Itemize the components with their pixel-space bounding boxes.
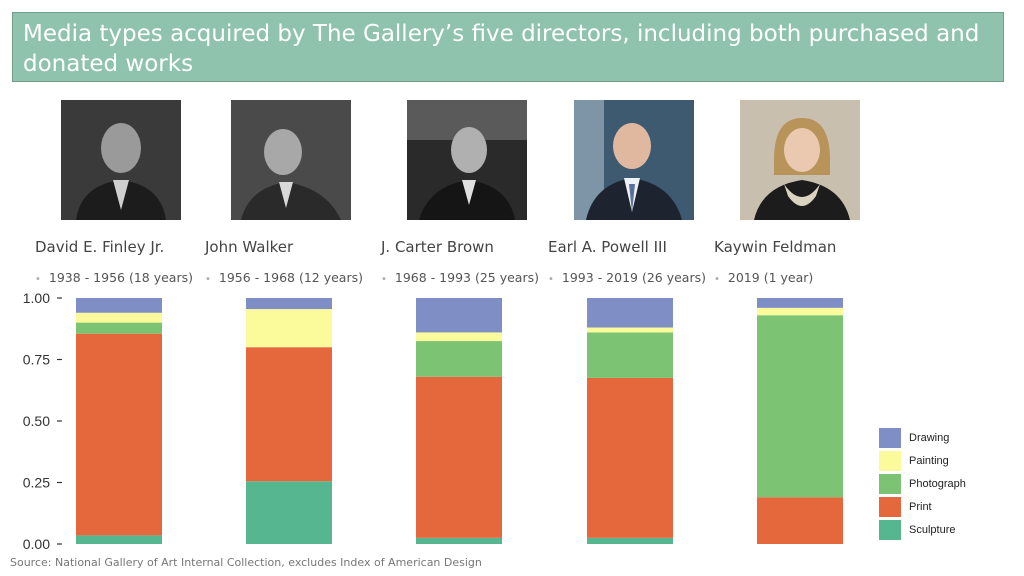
director-feldman: Kaywin Feldman • 2019 (1 year) — [714, 100, 884, 285]
director-photo — [740, 100, 860, 220]
legend-swatch — [879, 496, 901, 517]
legend-item-print: Print — [879, 495, 966, 518]
y-tick-label: 1.00 — [23, 290, 50, 306]
bar-segment-sculpture — [587, 537, 673, 544]
legend: Drawing Painting Photograph Print Sculpt… — [879, 426, 966, 541]
stacked-bar-chart: 0.00 0.25 0.50 0.75 1.00 — [23, 290, 843, 552]
legend-item-sculpture: Sculpture — [879, 518, 966, 541]
bar-segment-sculpture — [76, 535, 162, 544]
director-name: John Walker — [205, 238, 294, 256]
director-photo — [61, 100, 181, 220]
bar-segment-sculpture — [246, 481, 332, 544]
legend-swatch — [879, 450, 901, 471]
bar-segment-sculpture — [416, 537, 502, 544]
bar-segment-drawing — [76, 298, 162, 313]
legend-item-painting: Painting — [879, 449, 966, 472]
director-name: David E. Finley Jr. — [35, 238, 165, 256]
legend-swatch — [879, 427, 901, 448]
bar-segment-drawing — [587, 298, 673, 328]
director-name: J. Carter Brown — [381, 238, 494, 256]
director-years: • 1938 - 1956 (18 years) — [35, 270, 193, 285]
legend-label: Print — [909, 500, 932, 513]
director-photo — [574, 100, 694, 220]
y-tick-label: 0.00 — [23, 536, 50, 552]
legend-swatch — [879, 519, 901, 540]
bar-segment-print — [416, 376, 502, 538]
director-years: • 1993 - 2019 (26 years) — [548, 270, 706, 285]
y-tick-label: 0.25 — [23, 475, 50, 491]
y-tick-label: 0.50 — [23, 413, 50, 429]
bar-segment-drawing — [416, 298, 502, 333]
bar-segment-print — [76, 333, 162, 536]
legend-label: Drawing — [909, 431, 950, 444]
director-powell: Earl A. Powell III • 1993 - 2019 (26 year… — [548, 100, 718, 285]
director-name: Kaywin Feldman — [714, 238, 837, 256]
legend-label: Photograph — [909, 477, 966, 490]
director-photo — [231, 100, 351, 220]
bar-segment-painting — [76, 312, 162, 323]
director-brown: J. Carter Brown • 1968 - 1993 (25 years) — [381, 100, 551, 285]
chart-title: Media types acquired by The Gallery’s fi… — [12, 12, 1004, 82]
bar-segment-drawing — [246, 298, 332, 310]
director-years: • 2019 (1 year) — [714, 270, 814, 285]
legend-swatch — [879, 473, 901, 494]
bar-segment-print — [246, 347, 332, 482]
director-finley: David E. Finley Jr. • 1938 - 1956 (18 yea… — [35, 100, 205, 285]
bar-segment-print — [757, 497, 843, 544]
director-years: • 1968 - 1993 (25 years) — [381, 270, 539, 285]
legend-label: Sculpture — [909, 523, 956, 536]
bar-segment-drawing — [757, 298, 843, 308]
legend-item-drawing: Drawing — [879, 426, 966, 449]
legend-label: Painting — [909, 454, 949, 467]
bar-segment-photograph — [757, 315, 843, 498]
bar-segment-photograph — [416, 341, 502, 377]
bar-segment-painting — [757, 307, 843, 316]
bar-segment-photograph — [587, 332, 673, 378]
y-tick-label: 0.75 — [23, 352, 50, 368]
bar-segment-painting — [246, 309, 332, 348]
bar-segment-painting — [416, 332, 502, 342]
source-note: Source: National Gallery of Art Internal… — [10, 556, 482, 569]
bar-segment-painting — [587, 327, 673, 333]
director-years: • 1956 - 1968 (12 years) — [205, 270, 363, 285]
director-photo — [407, 100, 527, 220]
legend-item-photograph: Photograph — [879, 472, 966, 495]
director-name: Earl A. Powell III — [548, 238, 667, 256]
bar-segment-photograph — [76, 322, 162, 334]
director-walker: John Walker • 1956 - 1968 (12 years) — [205, 100, 375, 285]
bar-segment-print — [587, 377, 673, 538]
